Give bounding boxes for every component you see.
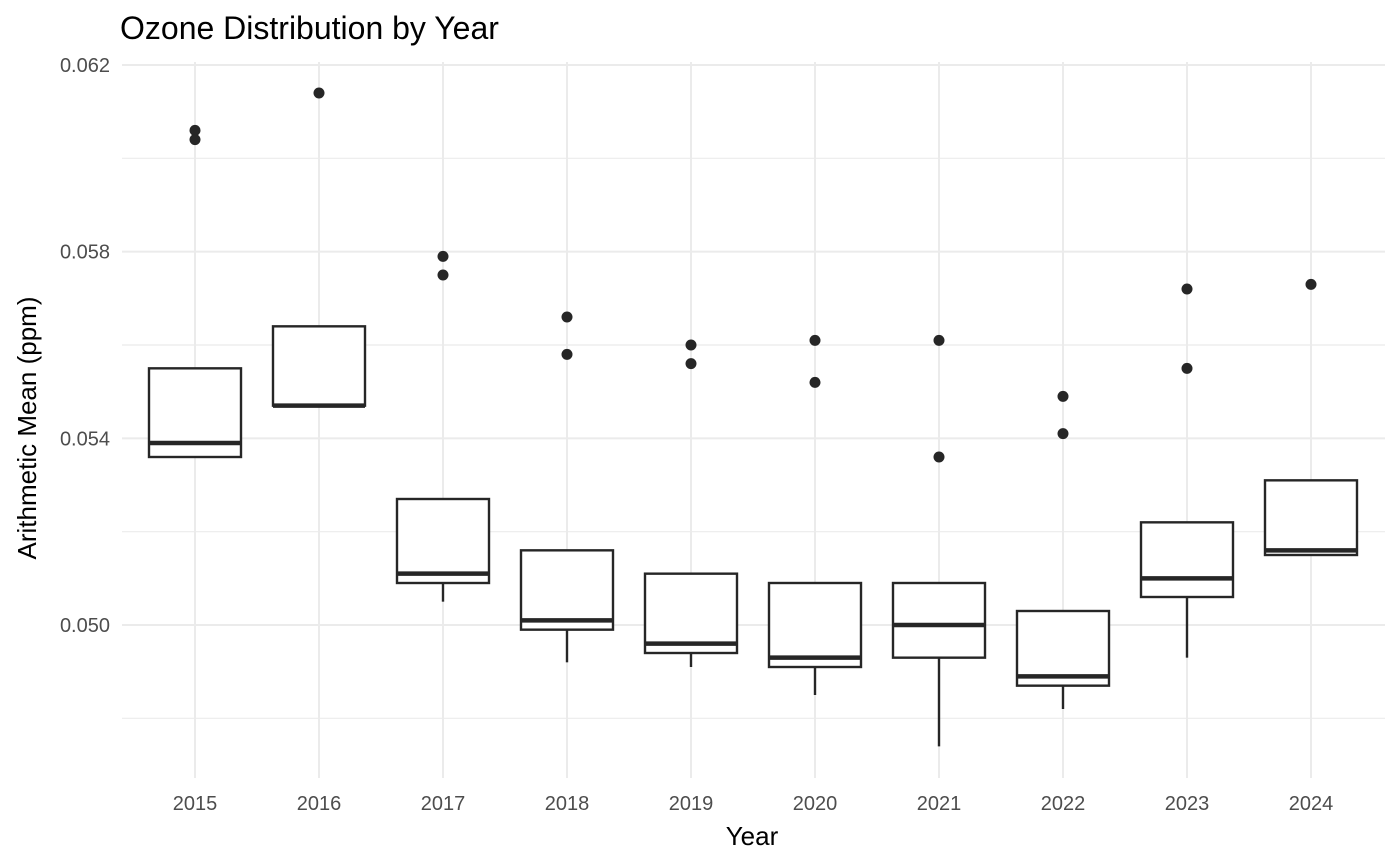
outlier-point bbox=[685, 358, 697, 370]
chart-title: Ozone Distribution by Year bbox=[120, 10, 499, 46]
outlier-point bbox=[1181, 362, 1193, 374]
box-group-2019 bbox=[643, 339, 739, 667]
box-group-2022 bbox=[1015, 390, 1111, 709]
boxplot-series bbox=[147, 87, 1359, 747]
outlier-point bbox=[1057, 428, 1069, 440]
y-axis-ticks: 0.050 0.054 0.058 0.062 bbox=[60, 55, 110, 637]
y-axis-title: Arithmetic Mean (ppm) bbox=[12, 297, 42, 560]
outlier-point bbox=[809, 334, 821, 346]
y-tick-label: 0.054 bbox=[60, 428, 110, 450]
x-tick-label: 2024 bbox=[1289, 793, 1334, 815]
x-tick-label: 2016 bbox=[297, 793, 342, 815]
outlier-point bbox=[1057, 390, 1069, 402]
y-tick-label: 0.058 bbox=[60, 242, 110, 264]
box-group-2016 bbox=[271, 87, 367, 408]
box-iqr bbox=[271, 325, 367, 407]
x-tick-label: 2017 bbox=[421, 793, 466, 815]
x-tick-label: 2018 bbox=[545, 793, 590, 815]
x-tick-label: 2023 bbox=[1165, 793, 1210, 815]
outlier-point bbox=[933, 451, 945, 463]
box-group-2017 bbox=[395, 250, 491, 602]
outlier-point bbox=[561, 311, 573, 323]
box-group-2020 bbox=[767, 334, 863, 695]
x-axis-ticks: 2015 2016 2017 2018 2019 2020 2021 2022 2023 2024 bbox=[173, 793, 1334, 815]
box-iqr bbox=[1015, 609, 1111, 687]
box-iqr bbox=[767, 581, 863, 669]
box-group-2015 bbox=[147, 124, 243, 459]
box-group-2023 bbox=[1139, 283, 1235, 658]
box-group-2018 bbox=[519, 311, 615, 663]
outlier-point bbox=[1181, 283, 1193, 295]
outlier-point bbox=[189, 124, 201, 136]
outlier-point bbox=[685, 339, 697, 351]
outlier-point bbox=[1305, 278, 1317, 290]
box-iqr bbox=[891, 581, 987, 659]
outlier-point bbox=[189, 134, 201, 146]
x-axis-title: Year bbox=[726, 821, 779, 851]
y-tick-label: 0.050 bbox=[60, 615, 110, 637]
outlier-point bbox=[809, 376, 821, 388]
box-group-2021 bbox=[891, 334, 987, 747]
outlier-point bbox=[313, 87, 325, 99]
x-tick-label: 2021 bbox=[917, 793, 962, 815]
box-iqr bbox=[519, 549, 615, 631]
x-tick-label: 2019 bbox=[669, 793, 714, 815]
outlier-point bbox=[437, 250, 449, 262]
outlier-point bbox=[561, 348, 573, 360]
outlier-point bbox=[437, 269, 449, 281]
x-tick-label: 2015 bbox=[173, 793, 218, 815]
y-tick-label: 0.062 bbox=[60, 55, 110, 77]
x-tick-label: 2022 bbox=[1041, 793, 1086, 815]
grid bbox=[122, 62, 1385, 778]
x-tick-label: 2020 bbox=[793, 793, 838, 815]
box-iqr bbox=[395, 497, 491, 585]
box-iqr bbox=[1263, 479, 1359, 557]
box-iqr bbox=[1139, 521, 1235, 599]
box-group-2024 bbox=[1263, 278, 1359, 557]
box-iqr bbox=[643, 572, 739, 655]
outlier-point bbox=[933, 334, 945, 346]
